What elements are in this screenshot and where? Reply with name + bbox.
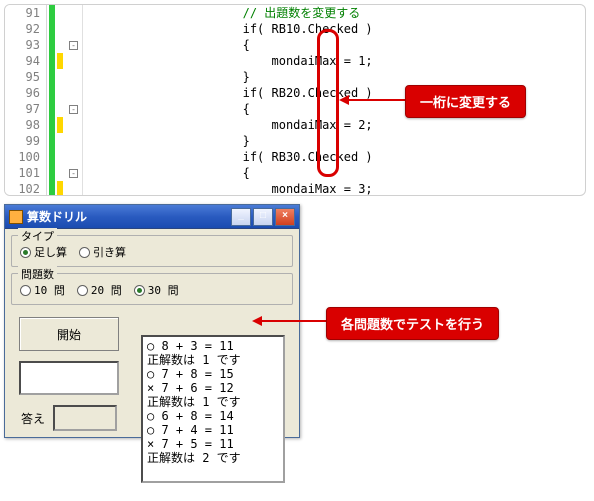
type-radio-1[interactable]: 引き算 [79,244,126,260]
callout-1: 一桁に変更する [405,85,526,118]
results-list[interactable]: ○ 8 + 3 = 11 正解数は 1 です ○ 7 + 8 = 15 × 7 … [141,335,285,483]
code-line: 95 } [5,69,585,85]
code-line: 101- { [5,165,585,181]
code-line: 99 } [5,133,585,149]
code-line: 100 if( RB30.Checked ) [5,149,585,165]
group-type: タイプ 足し算引き算 [11,235,293,267]
minimize-button[interactable]: _ [231,208,251,226]
code-line: 91 // 出題数を変更する [5,5,585,21]
text-input[interactable] [19,361,119,395]
answer-display [53,405,117,431]
callout-2: 各問題数でテストを行う [326,307,499,340]
code-line: 93- { [5,37,585,53]
close-button[interactable]: × [275,208,295,226]
count-radio-0[interactable]: 10 問 [20,282,65,298]
start-button[interactable]: 開始 [19,317,119,351]
code-line: 98 mondaiMax = 2; [5,117,585,133]
app-icon [9,210,23,224]
count-radio-1[interactable]: 20 問 [77,282,122,298]
app-title: 算数ドリル [27,208,231,225]
callout-1-line [349,99,405,101]
code-line: 94 mondaiMax = 1; [5,53,585,69]
code-line: 102 mondaiMax = 3; [5,181,585,196]
count-radio-2[interactable]: 30 問 [134,282,179,298]
type-radio-0[interactable]: 足し算 [20,244,67,260]
answer-label: 答え [21,410,45,427]
group-type-title: タイプ [18,228,57,244]
callout-2-arrow [252,316,262,326]
titlebar[interactable]: 算数ドリル _ □ × [5,205,299,229]
code-editor-panel: 91 // 出題数を変更する92 if( RB10.Checked )93- {… [4,4,586,196]
maximize-button[interactable]: □ [253,208,273,226]
number-highlight-box [317,29,339,177]
callout-1-arrow [339,95,349,105]
code-line: 92 if( RB10.Checked ) [5,21,585,37]
callout-2-line [262,320,326,322]
group-count-title: 問題数 [18,266,57,282]
group-count: 問題数 10 問20 問30 問 [11,273,293,305]
